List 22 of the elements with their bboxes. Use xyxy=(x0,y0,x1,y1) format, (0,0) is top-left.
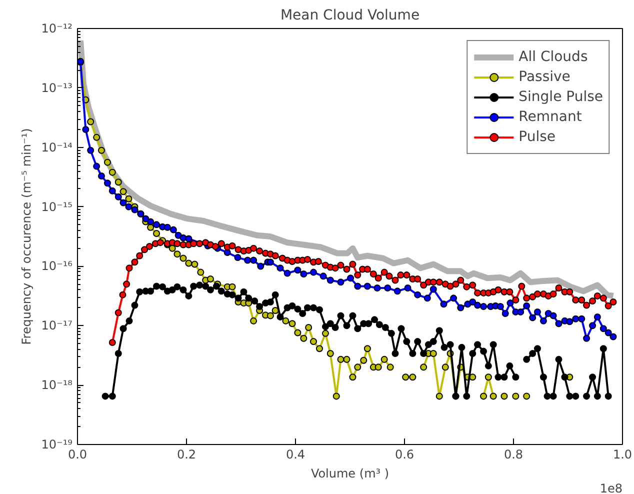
y-tick-label: 10⁻¹⁶ xyxy=(41,259,73,274)
x-tick-label: 1.0 xyxy=(612,448,632,462)
y-axis-title: Frequency of occurence (m⁻⁵ min⁻¹) xyxy=(19,128,34,345)
text: 1e8 xyxy=(600,482,623,494)
x-tick-label: 0.0 xyxy=(68,448,88,462)
x-tick-label: 0.6 xyxy=(394,448,414,462)
legend-label: Remnant xyxy=(518,108,582,127)
x-tick-label: 0.2 xyxy=(176,448,196,462)
x-axis-title: Volume (m³ ) xyxy=(310,466,390,480)
legend-label: Pulse xyxy=(518,128,556,147)
legend-label: All Clouds xyxy=(518,48,588,67)
x-tick-label: 0.4 xyxy=(286,448,306,462)
y-tick-label: 10⁻¹⁷ xyxy=(41,318,73,333)
y-tick-label: 10⁻¹⁵ xyxy=(41,200,73,214)
chart-title: Mean Cloud Volume xyxy=(280,8,420,24)
x-tick-label: 0.8 xyxy=(504,448,524,462)
legend-label: Single Pulse xyxy=(518,88,603,107)
legend-label: Passive xyxy=(518,68,570,87)
y-tick-label: 10⁻¹² xyxy=(41,22,73,36)
y-tick-label: 10⁻¹³ xyxy=(41,80,73,95)
y-tick-label: 10⁻¹⁴ xyxy=(41,140,73,154)
y-tick-label: 10⁻¹⁸ xyxy=(41,378,73,392)
